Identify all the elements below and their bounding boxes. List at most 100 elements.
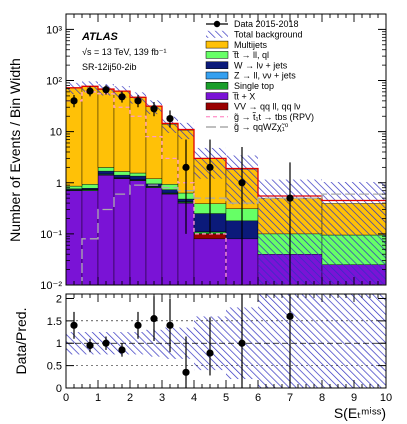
data-point — [166, 114, 174, 123]
y-tick-label: 1 — [56, 178, 62, 190]
ratio-point — [86, 341, 94, 350]
data-point — [286, 194, 294, 202]
ratio-point — [134, 321, 142, 329]
ratio-gridlines — [66, 320, 386, 366]
stack-bar — [113, 171, 131, 176]
main-y-label: Number of Events / Bin Width — [7, 58, 23, 242]
energy-label: √s = 13 TeV, 139 fb⁻¹ — [82, 47, 167, 57]
stack-bar — [161, 189, 179, 194]
stack-bar — [81, 86, 99, 185]
stack-bar — [129, 97, 147, 174]
data-point — [150, 105, 158, 113]
stack-bar — [97, 89, 115, 168]
x-tick-label: 3 — [159, 392, 165, 404]
ratio-y-tick-label: 2 — [56, 293, 62, 305]
legend-label: VV → qq ll, qq lν — [234, 102, 301, 112]
data-point — [206, 163, 214, 171]
ratio-y-tick-label: 0.5 — [47, 361, 62, 373]
x-tick-label: 10 — [380, 392, 392, 404]
y-tick-label: 10 — [50, 127, 62, 139]
legend-swatch — [205, 51, 229, 59]
signal-line — [66, 184, 386, 285]
uncertainty-bin — [322, 181, 386, 285]
ratio-panel: 0 0.5 1 1.5 2 0 1 2 3 4 5 6 7 8 9 10 Data/Pred. S(Eₜᵐⁱ… — [13, 293, 392, 421]
legend-label: g̃ → qqWZχ̃₁⁰ — [234, 122, 289, 132]
ratio-point — [102, 339, 110, 347]
legend-label: W → lν + jets — [234, 60, 288, 70]
legend-hatch-swatch — [206, 30, 228, 38]
ratio-point — [238, 339, 246, 347]
stack-bar — [113, 174, 131, 178]
data-point — [102, 86, 110, 94]
data-point — [86, 87, 94, 95]
uncertainty-bin — [66, 82, 82, 95]
legend-swatch — [205, 40, 229, 49]
data-point — [182, 163, 190, 171]
main-panel: 10⁻² 10⁻¹ 1 10 10² 10³ Number of Events / Bin… — [7, 13, 387, 292]
data-point — [134, 97, 142, 105]
signal-line — [66, 91, 386, 285]
x-tick-label: 9 — [351, 392, 357, 404]
legend-label: t̅t → ll, ql — [232, 50, 269, 60]
x-tick-label: 4 — [191, 392, 197, 404]
x-tick-label: 0 — [63, 392, 69, 404]
signal-curves — [66, 91, 386, 285]
legend-label: t̅t + X — [232, 91, 255, 101]
y-tick-label: 10⁻¹ — [40, 229, 62, 241]
ratio-point — [70, 321, 78, 329]
x-axis-label: S(Eₜᵐⁱˢˢ) — [334, 405, 386, 421]
y-tick-label: 10² — [46, 76, 62, 88]
stack-bar — [161, 184, 179, 190]
ratio-point — [206, 349, 214, 357]
legend-swatch — [205, 92, 229, 100]
ratio-y-ticks: 0 0.5 1 1.5 2 — [47, 293, 386, 395]
legend-swatch — [205, 102, 229, 111]
legend-label: g̃ → t̃₁t → tbs (RPV) — [234, 112, 314, 122]
x-tick-label: 7 — [287, 392, 293, 404]
stack-bar — [193, 238, 227, 285]
ratio-point — [182, 368, 190, 376]
stack-bar — [129, 172, 147, 177]
data-point — [118, 93, 126, 101]
x-tick-label: 2 — [127, 392, 133, 404]
stack-bar — [129, 175, 147, 180]
legend-swatch — [205, 61, 229, 69]
atlas-label: ATLAS — [81, 31, 119, 43]
legend-label: Data 2015-2018 — [234, 19, 299, 29]
ratio-points — [70, 294, 294, 388]
stack-bar — [145, 178, 163, 185]
y-tick-label: 10⁻² — [40, 280, 62, 292]
stack-bar — [145, 106, 163, 179]
x-tick-label: 8 — [319, 392, 325, 404]
y-tick-label: 10³ — [46, 24, 62, 36]
x-tick-label: 6 — [255, 392, 261, 404]
legend-swatch — [205, 71, 229, 80]
stack-bar — [161, 124, 179, 185]
legend-label: Single top — [234, 81, 274, 91]
ratio-point — [118, 346, 126, 354]
stack-bar — [97, 170, 115, 175]
total-background-line — [66, 85, 386, 202]
ratio-point — [166, 321, 174, 329]
legend-swatch — [205, 82, 229, 90]
stack-bar — [113, 91, 131, 172]
x-tick-label: 1 — [95, 392, 101, 404]
ratio-x-ticks: 0 1 2 3 4 5 6 7 8 9 10 — [63, 294, 392, 404]
uncertainty-bin — [178, 122, 194, 140]
main-x-ticks — [65, 14, 387, 285]
main-y-ticks: 10⁻² 10⁻¹ 1 10 10² 10³ — [40, 13, 386, 292]
legend-label: Multijets — [234, 40, 268, 50]
ratio-band-bin — [146, 329, 162, 357]
legend-label: Total background — [234, 30, 303, 40]
legend-data-marker — [213, 20, 221, 28]
region-label: SR-12ij50-2ib — [82, 62, 137, 72]
ratio-band-bin — [322, 294, 386, 388]
ratio-y-tick-label: 1.5 — [47, 316, 62, 328]
data-point — [238, 179, 246, 187]
stack-bar — [97, 167, 115, 172]
ratio-y-tick-label: 1 — [56, 338, 62, 350]
ratio-point — [150, 315, 158, 323]
stack-bar — [81, 184, 99, 189]
